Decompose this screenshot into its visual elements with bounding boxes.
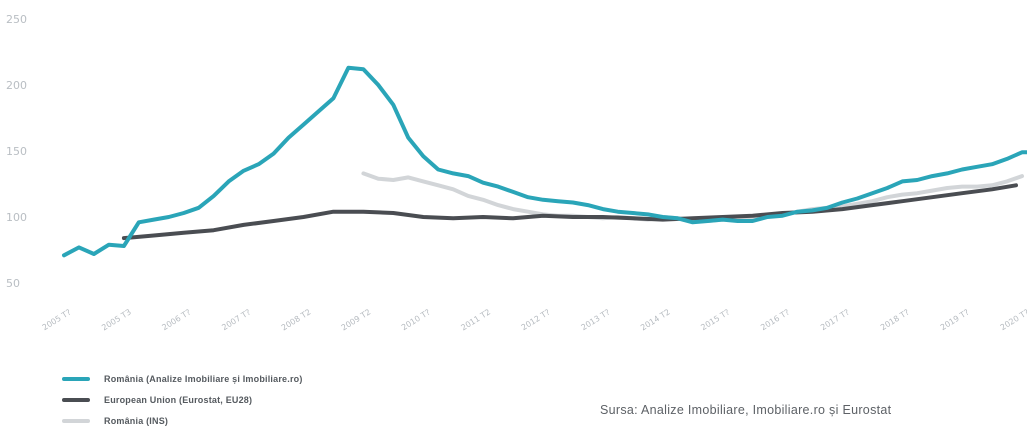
x-tick-label: 2005 T3 [100,307,133,332]
x-tick-label: 2019 T? [939,308,971,333]
source-note: Sursa: Analize Imobiliare, Imobiliare.ro… [600,403,892,417]
legend-swatch-romania-analize [62,376,90,381]
y-tick-label: 100 [6,211,27,224]
x-tick-label: 2006 T? [160,308,192,333]
series-line-1 [121,183,1018,241]
x-tick-label: 2015 T? [699,308,731,333]
x-tick-label: 2018 T? [879,308,911,333]
legend: România (Analize Imobiliare și Imobiliar… [62,368,303,431]
legend-label-romania-analize: România (Analize Imobiliare și Imobiliar… [104,373,303,384]
x-tick-label: 2017 T? [819,308,851,333]
y-tick-label: 250 [6,13,27,26]
line-chart: 50 100 150 200 250 2005 T? 2005 T3 2006 T? 2007 … [6,13,1027,333]
x-tick-label: 2005 T? [41,308,73,333]
legend-item-eu28: European Union (Eurostat, EU28) [62,389,303,410]
y-tick-label: 50 [6,277,20,290]
legend-item-romania-ins: România (INS) [62,410,303,431]
x-tick-label: 2016 T? [759,308,791,333]
x-tick-label: 2010 T? [400,308,432,333]
series-line-0 [62,65,1027,258]
x-tick-label: 2014 T2 [639,307,672,332]
legend-label-eu28: European Union (Eurostat, EU28) [104,394,253,405]
x-tick-label: 2007 T? [220,308,252,333]
x-tick-label: 2012 T? [520,308,552,333]
legend-label-romania-ins: România (INS) [104,415,169,426]
legend-item-romania-analize: România (Analize Imobiliare și Imobiliar… [62,368,303,389]
x-tick-label: 2009 T2 [340,307,373,332]
x-tick-label: 2020 T? [999,308,1027,333]
x-tick-label: 2008 T2 [280,307,313,332]
x-tick-label: 2013 T? [580,308,612,333]
legend-swatch-romania-ins [62,418,90,423]
legend-swatch-eu28 [62,397,90,402]
y-tick-label: 200 [6,79,27,92]
y-tick-label: 150 [6,145,27,158]
x-tick-label: 2011 T2 [459,307,492,332]
